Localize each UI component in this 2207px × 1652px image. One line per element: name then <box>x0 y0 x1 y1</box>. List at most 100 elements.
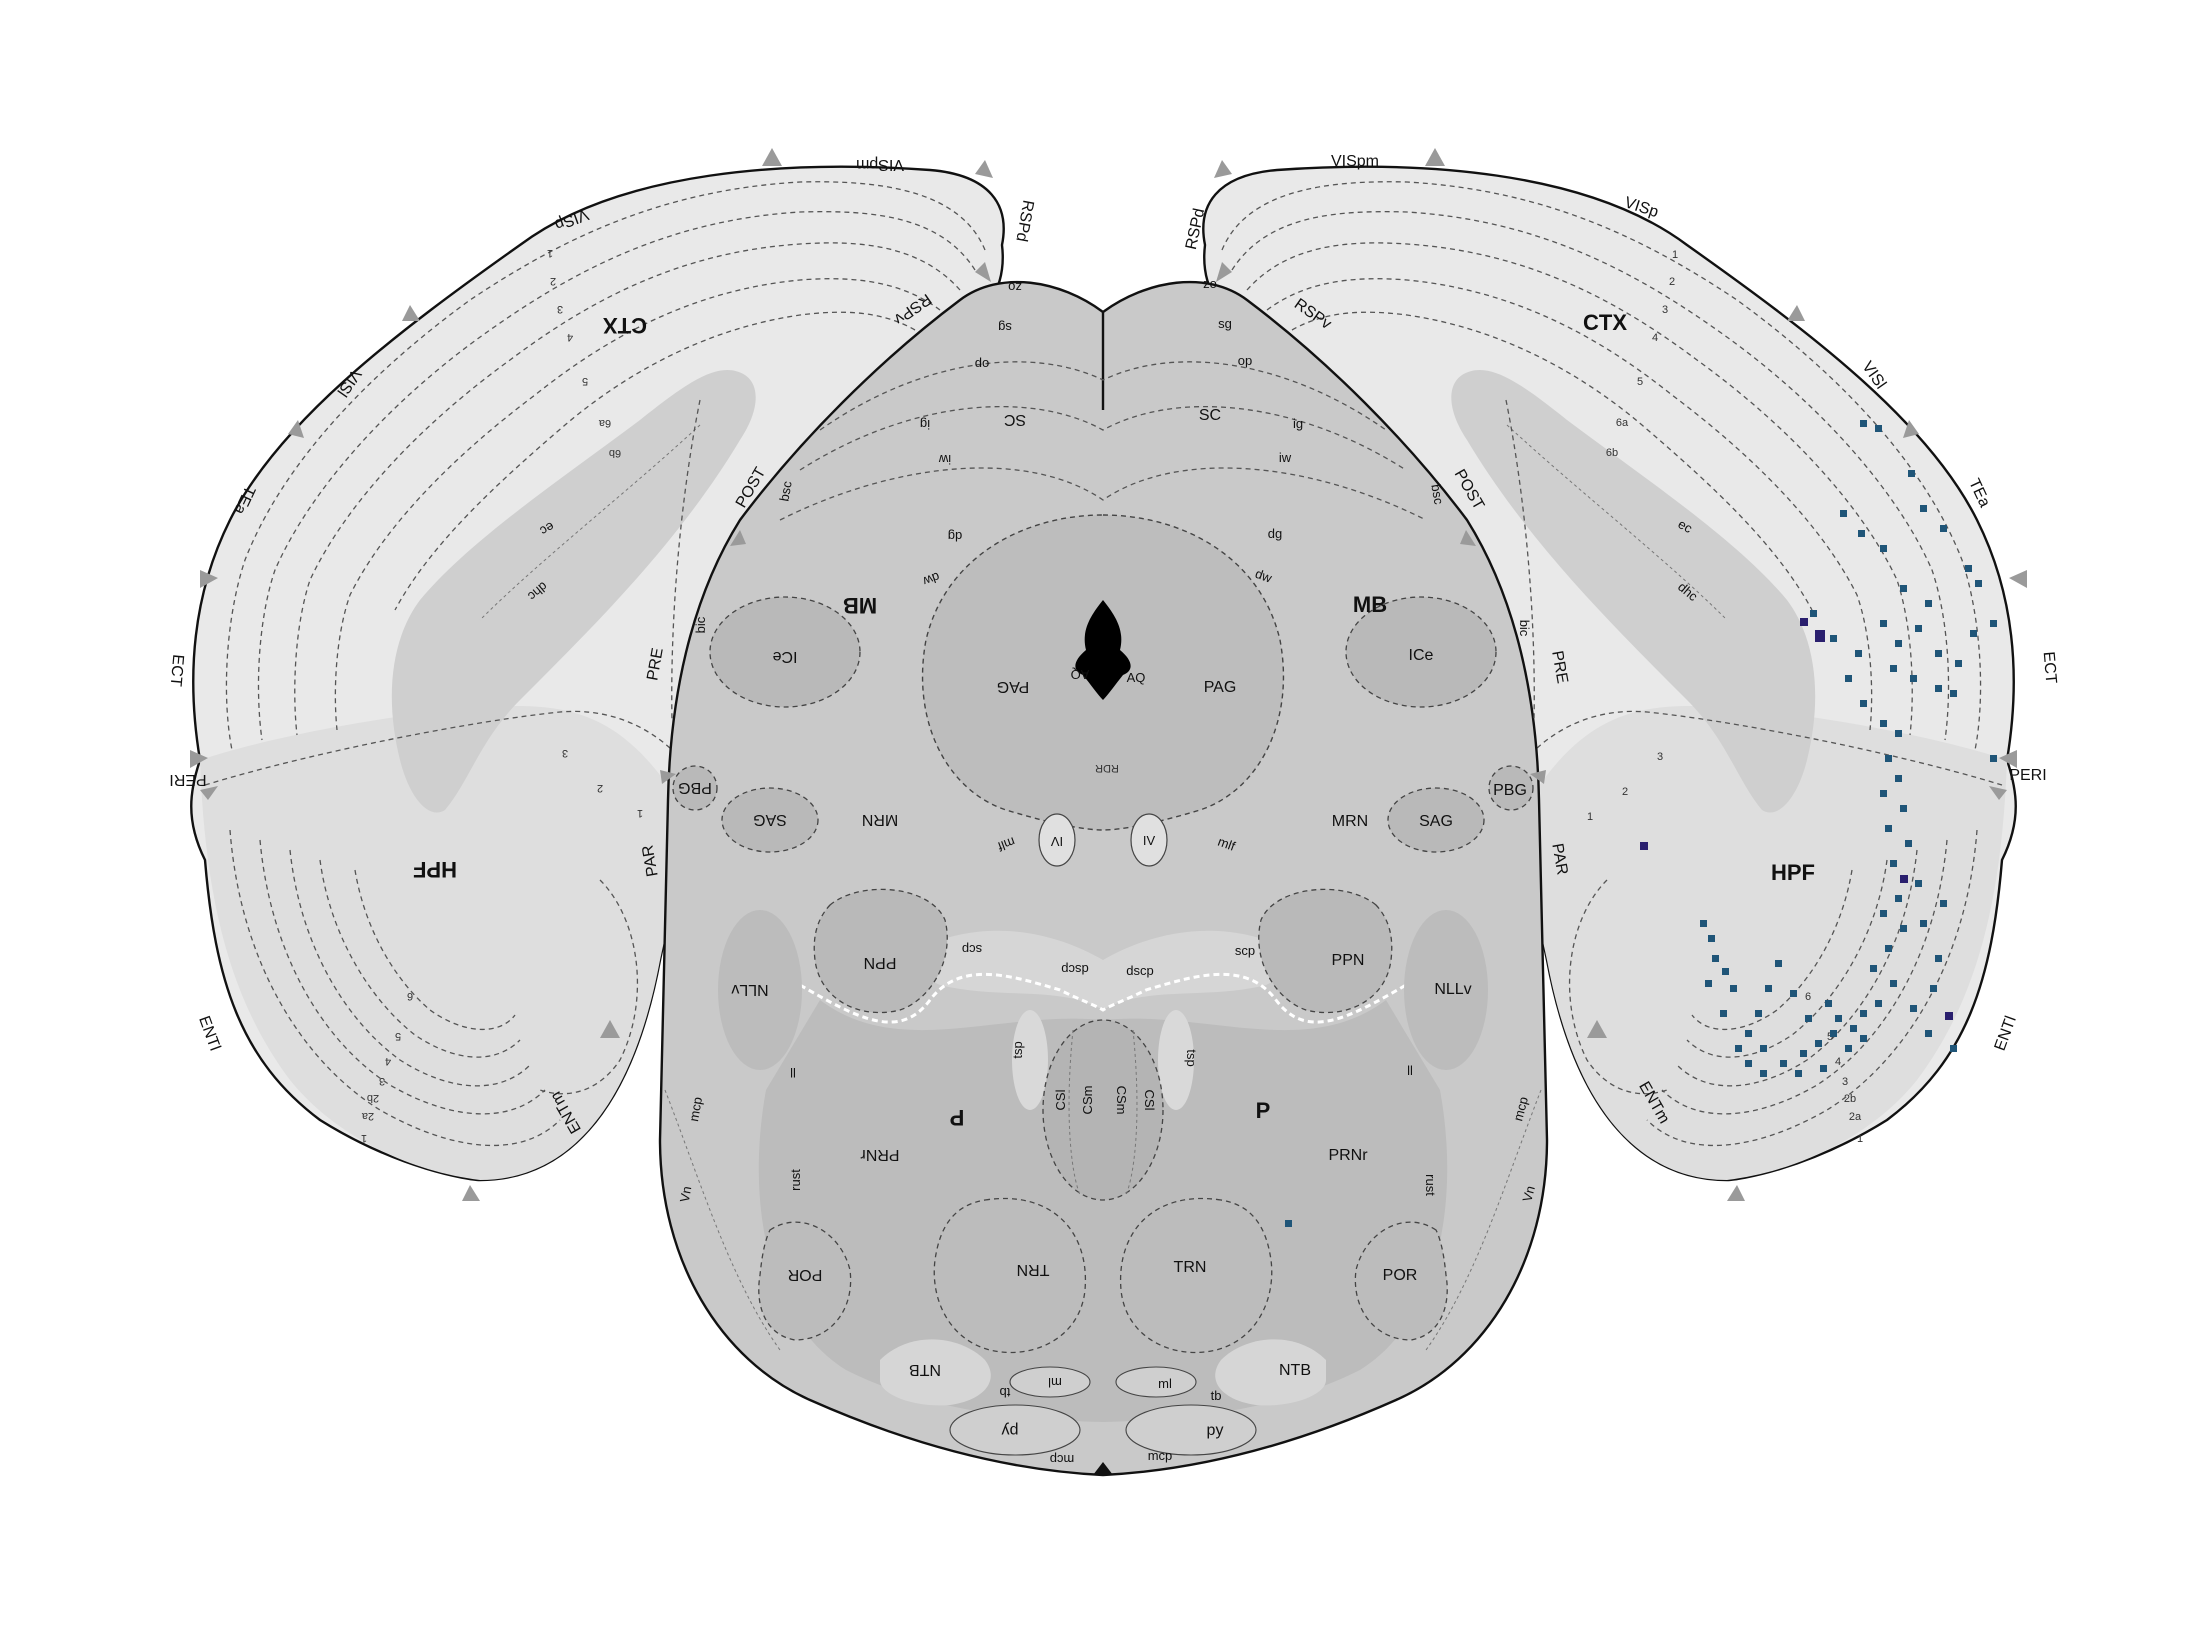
cs-divider-1 <box>1068 1029 1081 1196</box>
arrow-marker <box>200 786 218 800</box>
left-ent-contour-2 <box>259 839 546 1115</box>
label-left-ll: ll <box>790 1065 796 1080</box>
cell-marker <box>1875 425 1882 432</box>
right-layer-contour-5 <box>1291 311 1813 611</box>
label-right-csm: CSm <box>1114 1086 1129 1115</box>
arrow-marker <box>1530 770 1546 784</box>
label-right-rust: rust <box>1423 1174 1438 1196</box>
cell-marker <box>1860 1010 1867 1017</box>
label-right-aq: AQ <box>1127 670 1146 685</box>
label-right-ice: ICe <box>1409 647 1434 664</box>
arrow-marker <box>288 420 304 438</box>
right-por <box>1354 1221 1448 1341</box>
cell-marker <box>1895 895 1902 902</box>
label-left-csl: CSl <box>1053 1089 1068 1110</box>
label-left-hpf: HPF <box>413 857 457 882</box>
left-vn-line <box>664 1089 781 1351</box>
label-right-scp: scp <box>1235 943 1255 958</box>
cell-marker <box>1805 1015 1812 1022</box>
cell-marker <box>1885 945 1892 952</box>
right-tsp <box>1158 1010 1194 1110</box>
left-ent-contour-4 <box>319 859 521 1058</box>
cell-marker <box>1640 842 1648 850</box>
label-left-ect: ECT <box>167 654 187 688</box>
label-right-peri: PERI <box>2009 767 2046 784</box>
label-right-mlf: mlf <box>1216 834 1238 854</box>
label-right-dg: dg <box>1268 526 1282 541</box>
label-left-ppn: PPN <box>864 954 897 971</box>
left-ent-layer-1: 1 <box>361 1132 367 1144</box>
left-trn <box>933 1197 1087 1354</box>
cell-marker <box>1935 955 1942 962</box>
left-ice <box>709 596 861 708</box>
right-ent-layer-1: 1 <box>1857 1133 1863 1145</box>
label-left-ntb: NTB <box>909 1361 941 1378</box>
cell-marker <box>1775 960 1782 967</box>
cell-marker <box>1845 675 1852 682</box>
right-ntb <box>1215 1339 1326 1406</box>
left-ent-layer-3: 3 <box>379 1075 385 1087</box>
cell-marker <box>1950 1045 1957 1052</box>
label-right-pre: PRE <box>1548 650 1570 685</box>
cell-marker <box>1830 635 1837 642</box>
label-left-trn: TRN <box>1017 1261 1050 1278</box>
cell-marker <box>1765 985 1772 992</box>
label-right-ctx: CTX <box>1583 310 1627 335</box>
cell-marker <box>1910 1005 1917 1012</box>
arrow-marker <box>975 262 991 282</box>
label-right-p: P <box>1256 1098 1271 1123</box>
right-ml <box>1115 1366 1197 1398</box>
cell-marker <box>1780 1060 1787 1067</box>
cell-marker <box>1790 990 1797 997</box>
label-left-pbg: PBG <box>678 779 712 796</box>
right-ppn <box>1258 888 1393 1014</box>
cell-marker <box>1800 618 1808 626</box>
left-nllv <box>718 910 802 1070</box>
label-left-nllv: NLLv <box>731 981 768 998</box>
label-right-pbg: PBG <box>1493 782 1527 799</box>
arrow-marker <box>660 770 676 784</box>
label-left-por: POR <box>788 1266 823 1283</box>
label-left-py: py <box>1002 1422 1019 1439</box>
cell-marker <box>1880 910 1887 917</box>
right-hpf-contour <box>1568 879 1668 1095</box>
right-py <box>1125 1404 1257 1456</box>
left-layer-numbers: 1 2 3 4 5 6a 6b 3 2 1 6 5 4 3 2b 2a 1 <box>361 247 643 1144</box>
cell-marker <box>1885 755 1892 762</box>
right-layer-4: 4 <box>1652 332 1658 344</box>
label-left-zo: zo <box>1008 280 1022 295</box>
label-right-prnr: PRNr <box>1328 1147 1368 1164</box>
cell-marker <box>1925 1030 1932 1037</box>
scp-band <box>922 930 1284 1010</box>
cell-marker <box>1990 755 1997 762</box>
right-layer-contour-2 <box>1231 211 1950 741</box>
cell-marker <box>1730 985 1737 992</box>
left-layer-contour-4 <box>334 278 941 731</box>
arrow-marker <box>600 1020 620 1038</box>
midline-notch-bottom <box>1093 1462 1113 1475</box>
label-left-csm: CSm <box>1080 1086 1095 1115</box>
label-right-por: POR <box>1383 1267 1418 1284</box>
label-left-sg: sg <box>998 320 1012 335</box>
cell-marker <box>1860 420 1867 427</box>
cell-marker <box>1825 1000 1832 1007</box>
right-hpf-layer-2: 2 <box>1622 786 1628 798</box>
left-hpf-layer-1: 1 <box>637 807 643 819</box>
label-right-iw: iw <box>1279 450 1292 465</box>
cell-marker <box>1858 530 1865 537</box>
right-layer-5: 5 <box>1637 376 1643 388</box>
cell-marker <box>1900 805 1907 812</box>
label-right-ect: ECT <box>2040 651 2060 685</box>
left-ent-layer-6: 6 <box>407 990 413 1002</box>
left-ml <box>1009 1366 1091 1398</box>
left-ntb <box>880 1339 991 1406</box>
left-ent-contour-5 <box>354 869 516 1031</box>
label-left-dw: dw <box>921 569 942 589</box>
label-right-bsc: bsc <box>1428 483 1446 506</box>
cs-divider-2 <box>1125 1029 1138 1196</box>
right-ice <box>1345 596 1497 708</box>
arrow-marker <box>462 1185 480 1201</box>
label-left-pag: PAG <box>997 678 1030 695</box>
label-left-vn: Vn <box>677 1185 695 1203</box>
cell-marker <box>1908 470 1915 477</box>
